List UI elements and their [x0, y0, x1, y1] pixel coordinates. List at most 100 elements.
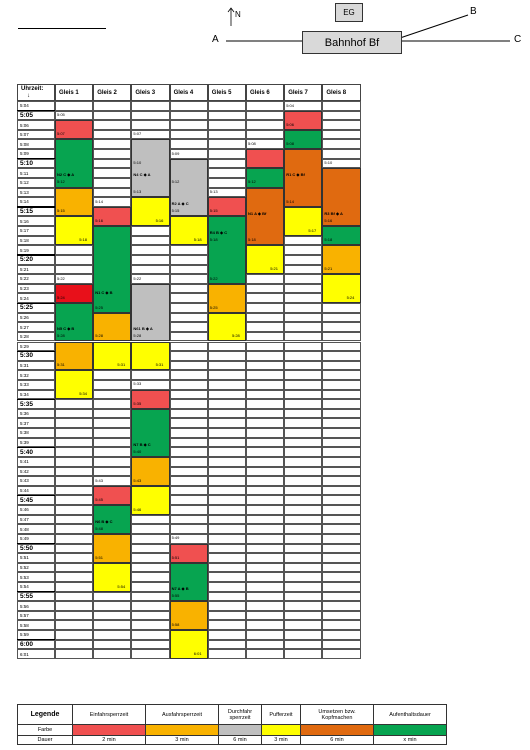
- grid-cell: [284, 312, 323, 323]
- grid-cell: [55, 524, 94, 534]
- track-header: Gleis 3: [131, 84, 170, 101]
- grid-cell: [207, 379, 246, 390]
- grid-cell: [207, 447, 246, 457]
- grid-cell: [207, 101, 246, 111]
- grid-cell: [55, 639, 94, 650]
- grid-cell: [131, 524, 170, 534]
- grid-cell: [55, 505, 94, 515]
- grid-cell: [93, 197, 132, 207]
- legend-duration-label: Dauer: [17, 735, 73, 745]
- grid-cell: [246, 582, 285, 592]
- grid-cell: [169, 466, 208, 477]
- five-minute-divider: [17, 158, 55, 160]
- event-time: 5:18: [79, 237, 87, 243]
- grid-cell: [131, 514, 170, 525]
- grid-cell: [169, 351, 208, 361]
- grid-cell: [284, 505, 323, 515]
- grid-cell: [93, 601, 132, 611]
- legend-swatch-passthrough: [218, 724, 262, 736]
- five-minute-divider: [17, 350, 55, 352]
- legend-swatch-buffer: [261, 724, 301, 736]
- time-label: 5:06: [17, 120, 55, 130]
- grid-cell: [207, 466, 246, 477]
- grid-cell: [246, 303, 285, 313]
- train-label: N7 B ◆ C: [133, 441, 151, 447]
- grid-cell: [131, 639, 170, 650]
- grid-cell: [131, 264, 170, 275]
- time-label: 5:53: [17, 572, 55, 582]
- five-minute-divider: [17, 639, 55, 641]
- time-label: 5:07: [17, 129, 55, 140]
- event-time: 5:08: [248, 140, 256, 146]
- grid-cell: [93, 408, 132, 419]
- grid-cell: [246, 293, 285, 303]
- event-time: 5:51: [171, 554, 180, 560]
- grid-cell: [93, 187, 132, 198]
- event-time: 5:58: [171, 621, 180, 627]
- grid-cell: [169, 505, 208, 515]
- grid-cell: [322, 101, 361, 111]
- grid-cell: [131, 630, 170, 640]
- event-time: 5:07: [57, 131, 65, 137]
- grid-cell: [207, 399, 246, 409]
- event-time: 5:15: [209, 208, 218, 214]
- time-label: 5:40: [17, 447, 55, 457]
- event-time: 5:31: [57, 362, 65, 368]
- occupancy-bar-darkorange: [246, 187, 285, 246]
- grid-cell: [55, 110, 94, 121]
- grid-cell: [322, 312, 361, 323]
- grid-cell: [131, 562, 170, 573]
- occupancy-bar-red: [246, 149, 285, 169]
- grid-cell: [207, 562, 246, 573]
- grid-cell: [322, 505, 361, 515]
- grid-cell: [284, 235, 323, 246]
- time-label: 5:43: [17, 476, 55, 486]
- grid-cell: [284, 610, 323, 621]
- time-label: 5:46: [17, 505, 55, 515]
- grid-cell: [322, 389, 361, 400]
- time-label: 5:56: [17, 601, 55, 611]
- grid-cell: [284, 447, 323, 457]
- grid-cell: [322, 514, 361, 525]
- grid-cell: [246, 341, 285, 352]
- grid-cell: [55, 495, 94, 506]
- occupancy-bar-orange: [322, 245, 361, 275]
- grid-cell: [284, 437, 323, 448]
- occupancy-bar-red: [284, 110, 323, 130]
- track-occupancy-grid: Uhrzeit: ↓ Gleis 1 Gleis 2 Gleis 3 Gleis 4 Gle…: [17, 84, 361, 659]
- time-label: 5:18: [17, 235, 55, 246]
- train-label: N2 C ◆ A: [57, 172, 75, 178]
- grid-cell: [169, 129, 208, 140]
- grid-cell: [169, 437, 208, 448]
- occupancy-bar-red: [93, 206, 132, 227]
- grid-cell: [93, 620, 132, 631]
- occupancy-bar-yellow: [131, 197, 170, 227]
- grid-cell: [207, 360, 246, 371]
- grid-cell: [284, 293, 323, 303]
- grid-cell: [93, 418, 132, 429]
- grid-cell: [169, 293, 208, 303]
- grid-cell: [55, 591, 94, 602]
- grid-cell: [322, 601, 361, 611]
- event-time: 5:25: [209, 304, 218, 310]
- grid-cell: [322, 379, 361, 390]
- grid-cell: [55, 533, 94, 544]
- time-label: 5:31: [17, 360, 55, 371]
- grid-cell: [284, 303, 323, 313]
- grid-cell: [284, 274, 323, 284]
- grid-cell: [284, 399, 323, 409]
- time-label: 5:22: [17, 274, 55, 284]
- grid-cell: [169, 524, 208, 534]
- time-header-label: Uhrzeit:: [21, 85, 44, 92]
- grid-cell: [131, 591, 170, 602]
- grid-cell: [169, 274, 208, 284]
- event-time: 5:35: [133, 400, 142, 406]
- north-arrow-icon: [227, 7, 235, 26]
- time-label: 5:13: [17, 187, 55, 198]
- occupancy-bar-green: [55, 303, 94, 342]
- event-time: 5:43: [95, 477, 103, 483]
- grid-cell: [322, 120, 361, 130]
- grid-cell: [169, 485, 208, 496]
- grid-cell: [131, 235, 170, 246]
- occupancy-bar-green: [131, 408, 170, 457]
